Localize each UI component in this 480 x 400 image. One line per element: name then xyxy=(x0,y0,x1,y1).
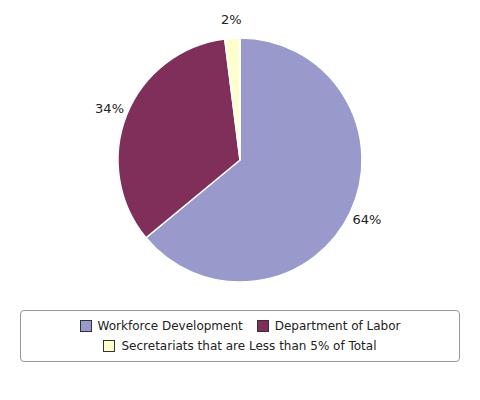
legend-swatch xyxy=(103,340,115,352)
legend-item: Department of Labor xyxy=(257,319,401,333)
slice xyxy=(118,39,240,238)
legend-label: Department of Labor xyxy=(275,319,401,333)
legend-item: Secretariats that are Less than 5% of To… xyxy=(103,339,376,353)
chart: 64% 34% 2% Workforce Development Department… xyxy=(0,0,480,400)
data-label: 2% xyxy=(221,12,242,27)
slice xyxy=(225,38,240,160)
legend: Workforce Development Department of Labor… xyxy=(20,310,460,362)
data-labels: 64% 34% 2% xyxy=(95,12,381,227)
slices xyxy=(118,38,362,282)
pie-plot: 64% 34% 2% xyxy=(0,0,480,310)
legend-swatch xyxy=(80,320,92,332)
data-label: 64% xyxy=(352,212,381,227)
legend-label: Workforce Development xyxy=(98,319,243,333)
legend-swatch xyxy=(257,320,269,332)
legend-item: Workforce Development xyxy=(80,319,243,333)
legend-label: Secretariats that are Less than 5% of To… xyxy=(121,339,376,353)
data-label: 34% xyxy=(95,101,124,116)
